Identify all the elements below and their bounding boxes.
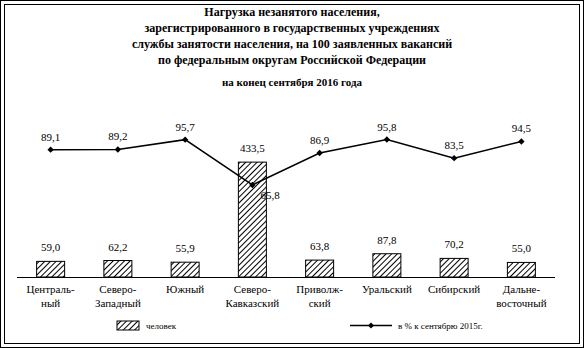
text-line: Южный <box>166 283 204 295</box>
legend-marker <box>368 323 374 329</box>
text-line: службы занятости населения, на 100 заявл… <box>132 37 452 51</box>
text-line: Нагрузка незанятого населения, <box>204 5 379 19</box>
marker <box>47 146 53 152</box>
bar <box>373 254 401 277</box>
line-label: 86,9 <box>310 134 330 146</box>
text-line: Сибирский <box>428 283 480 295</box>
marks <box>37 136 536 277</box>
legend-label: человек <box>146 321 177 331</box>
bar-label: 55,0 <box>512 242 532 254</box>
marker <box>115 146 121 152</box>
legend-label: в % к сентябрю 2015г. <box>398 321 483 331</box>
text-line: восточный <box>496 297 546 309</box>
outer-frame <box>1 1 584 348</box>
subtitle: на конец сентября 2016 года <box>222 76 363 88</box>
line-label: 94,5 <box>512 122 532 134</box>
line-label: 95,8 <box>377 121 397 133</box>
bar <box>238 162 266 277</box>
inner-frame <box>5 5 580 344</box>
bar <box>171 262 199 277</box>
line-label: 65,8 <box>260 189 280 201</box>
text-line: ный <box>41 297 60 309</box>
text-line: по федеральным округам Российской Федера… <box>158 53 426 67</box>
bar-label: 55,9 <box>176 242 196 254</box>
bar-label: 63,8 <box>310 240 330 252</box>
text-line: Северо- <box>234 283 271 295</box>
bar-label: 70,2 <box>445 238 464 250</box>
legend-swatch <box>117 321 139 330</box>
text-line: Приволж- <box>296 283 343 295</box>
category-label: Приволж-ский <box>296 283 343 309</box>
bar <box>37 261 65 277</box>
marker <box>384 136 390 142</box>
marker <box>451 155 457 161</box>
data-labels: 59,0 62,2 55,9 433,5 63,8 87,8 70,2 55,0 89,1 89,… <box>41 121 532 255</box>
bar-label: 59,0 <box>41 241 61 253</box>
marker <box>518 138 524 144</box>
bar <box>440 258 468 277</box>
text-line: зарегистрированного в государственных уч… <box>144 21 439 35</box>
line-label: 83,5 <box>445 139 465 151</box>
category-label: Северо- Западный <box>95 283 141 309</box>
category-label: Уральский <box>362 283 412 295</box>
marker <box>316 150 322 156</box>
line-label: 95,7 <box>176 121 196 133</box>
text-line: ский <box>309 297 331 309</box>
text-line: Дальне- <box>503 283 541 295</box>
bar <box>507 262 535 277</box>
category-label: Южный <box>166 283 204 295</box>
bar <box>104 261 132 277</box>
text-line: Северо- <box>99 283 136 295</box>
line-label: 89,1 <box>41 131 60 143</box>
bar <box>306 260 334 277</box>
x-axis <box>17 277 555 278</box>
bar-label: 62,2 <box>108 241 127 253</box>
text-line: Кавказский <box>226 297 280 309</box>
line-label: 89,2 <box>108 130 127 142</box>
category-label: Сибирский <box>428 283 480 295</box>
chart: Нагрузка незанятого населения, зарегистри… <box>0 0 584 348</box>
category-label: Дальне-восточный <box>496 283 546 309</box>
bar-label: 433,5 <box>240 142 265 154</box>
line <box>51 140 522 185</box>
marker <box>249 182 255 188</box>
bar-label: 87,8 <box>377 234 397 246</box>
title: Нагрузка незанятого населения, зарегистри… <box>132 5 452 67</box>
marker <box>182 136 188 142</box>
category-label: Централь-ный <box>26 283 75 309</box>
text-line: Уральский <box>362 283 412 295</box>
legend: человек в % к сентябрю 2015г. <box>117 321 483 331</box>
text-line: Централь- <box>26 283 75 295</box>
text-line: Западный <box>95 297 141 309</box>
category-label: Северо- Кавказский <box>226 283 280 309</box>
